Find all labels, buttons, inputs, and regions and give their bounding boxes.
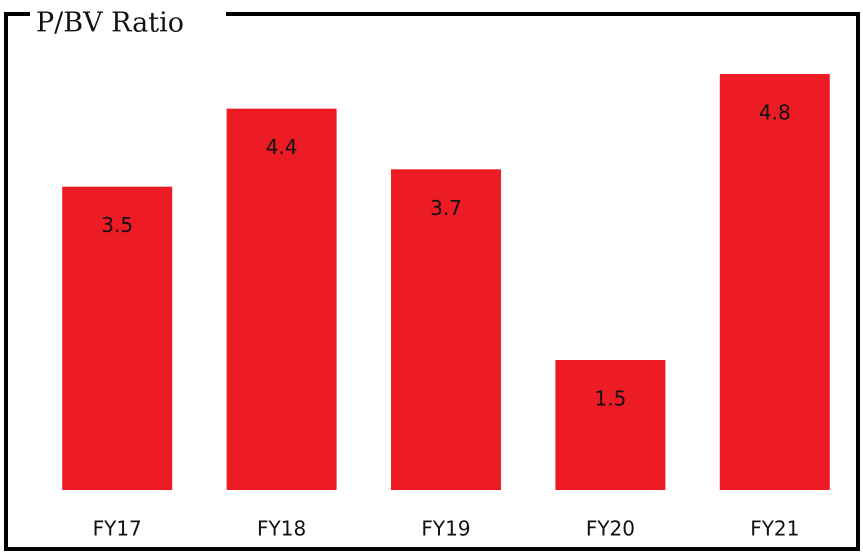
- bar: [719, 74, 830, 490]
- bar: [391, 169, 501, 491]
- bar: [226, 108, 337, 491]
- data-label: 4.8: [759, 101, 791, 125]
- data-label: 3.7: [430, 196, 462, 220]
- data-label: 3.5: [101, 213, 133, 237]
- data-label: 4.4: [266, 135, 298, 159]
- chart-title: P/BV Ratio: [36, 8, 184, 39]
- frame: [4, 12, 860, 551]
- bar: [555, 360, 666, 490]
- x-tick-label: FY20: [586, 517, 635, 541]
- title-background: [30, 2, 226, 32]
- x-tick-label: FY18: [257, 517, 306, 541]
- x-tick-label: FY21: [750, 517, 799, 541]
- x-tick-label: FY17: [93, 517, 142, 541]
- x-tick-label: FY19: [421, 517, 470, 541]
- bar: [62, 186, 173, 490]
- data-label: 1.5: [594, 387, 626, 411]
